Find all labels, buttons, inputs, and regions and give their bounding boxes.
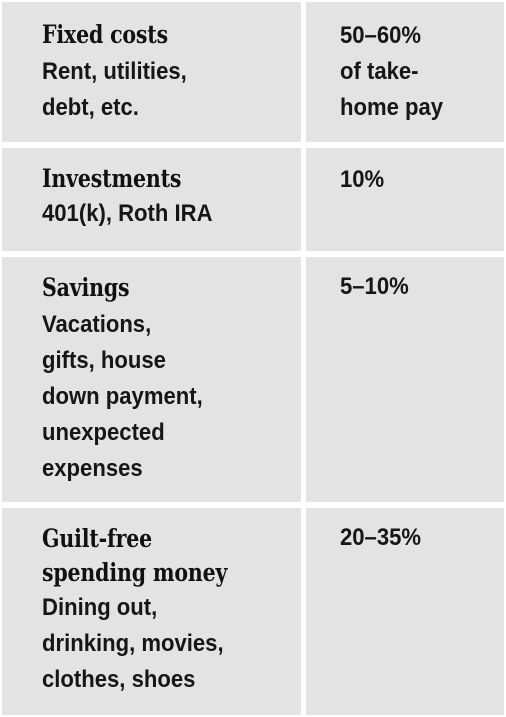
percentage-cell-savings: 5–10%: [306, 257, 504, 502]
category-description: Vacations, gifts, house down payment, un…: [42, 311, 203, 482]
percentage-cell-guilt-free-spending: 20–35%: [306, 508, 504, 715]
category-cell-guilt-free-spending: Guilt-free spending money Dining out, dr…: [2, 508, 301, 715]
percentage-value: 20–35%: [340, 524, 422, 551]
category-heading: Investments: [42, 164, 182, 193]
category-description: 401(k), Roth IRA: [42, 200, 213, 227]
category-heading: Savings: [42, 273, 130, 302]
percentage-cell-fixed-costs: 50–60% of take- home pay: [306, 2, 504, 142]
percentage-value: 10%: [340, 166, 385, 193]
category-cell-savings: Savings Vacations, gifts, house down pay…: [2, 257, 301, 502]
category-cell-fixed-costs: Fixed costs Rent, utilities, debt, etc.: [2, 2, 301, 142]
category-heading: Guilt-free spending money: [42, 524, 228, 587]
category-description: Dining out, drinking, movies, clothes, s…: [42, 594, 224, 693]
percentage-cell-investments: 10%: [306, 148, 504, 251]
category-cell-investments: Investments 401(k), Roth IRA: [2, 148, 301, 251]
category-heading: Fixed costs: [42, 20, 168, 49]
percentage-value: 50–60% of take- home pay: [340, 22, 444, 121]
percentage-value: 5–10%: [340, 273, 409, 300]
category-description: Rent, utilities, debt, etc.: [42, 58, 187, 121]
